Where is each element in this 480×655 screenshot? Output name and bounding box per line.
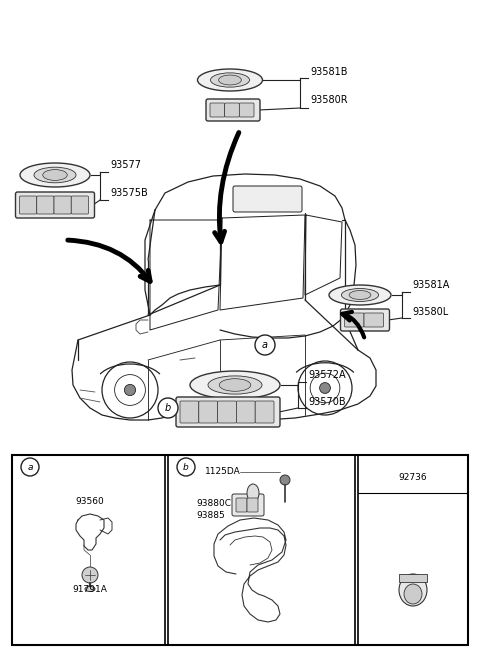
Bar (12, 455, 165, 645)
Text: 93575B: 93575B (110, 188, 148, 198)
Text: 93570B: 93570B (308, 397, 346, 407)
Ellipse shape (20, 163, 90, 187)
FancyBboxPatch shape (247, 498, 258, 512)
Ellipse shape (34, 167, 76, 183)
Ellipse shape (197, 69, 263, 91)
Text: 1125DA: 1125DA (205, 468, 241, 476)
Ellipse shape (219, 379, 251, 391)
FancyBboxPatch shape (15, 192, 95, 218)
FancyBboxPatch shape (232, 494, 264, 516)
Ellipse shape (43, 170, 67, 180)
Bar (168, 455, 355, 645)
Text: 93572A: 93572A (308, 370, 346, 380)
Ellipse shape (85, 586, 95, 591)
Ellipse shape (218, 75, 241, 85)
Text: 91791A: 91791A (72, 586, 108, 595)
Circle shape (255, 335, 275, 355)
FancyBboxPatch shape (199, 401, 217, 423)
Ellipse shape (404, 584, 422, 604)
FancyBboxPatch shape (345, 313, 364, 327)
FancyBboxPatch shape (210, 103, 225, 117)
Bar (358, 455, 468, 645)
FancyBboxPatch shape (240, 103, 254, 117)
Text: b: b (165, 403, 171, 413)
Circle shape (320, 383, 330, 394)
FancyBboxPatch shape (233, 186, 302, 212)
FancyBboxPatch shape (236, 498, 247, 512)
Circle shape (21, 458, 39, 476)
Text: 93581B: 93581B (310, 67, 348, 77)
FancyBboxPatch shape (54, 196, 71, 214)
Ellipse shape (211, 73, 250, 87)
FancyBboxPatch shape (206, 99, 260, 121)
Ellipse shape (349, 291, 371, 299)
FancyBboxPatch shape (225, 103, 240, 117)
FancyBboxPatch shape (255, 401, 274, 423)
Text: b: b (183, 462, 189, 472)
FancyBboxPatch shape (217, 401, 236, 423)
FancyBboxPatch shape (364, 313, 384, 327)
Text: a: a (262, 340, 268, 350)
Circle shape (280, 475, 290, 485)
Ellipse shape (208, 376, 262, 394)
Text: 93580R: 93580R (310, 95, 348, 105)
Ellipse shape (329, 285, 391, 305)
FancyBboxPatch shape (340, 309, 389, 331)
Text: a: a (27, 462, 33, 472)
Text: 93581A: 93581A (412, 280, 449, 290)
Circle shape (124, 384, 136, 396)
Text: 92736: 92736 (399, 472, 427, 481)
FancyBboxPatch shape (71, 196, 88, 214)
Ellipse shape (341, 288, 379, 301)
FancyBboxPatch shape (176, 397, 280, 427)
Ellipse shape (247, 484, 259, 502)
Bar (12, 455, 468, 645)
FancyBboxPatch shape (180, 401, 199, 423)
Text: 93577: 93577 (110, 160, 141, 170)
Text: 93580L: 93580L (412, 307, 448, 317)
Ellipse shape (399, 574, 427, 606)
Circle shape (82, 567, 98, 583)
FancyBboxPatch shape (236, 401, 255, 423)
Ellipse shape (190, 371, 280, 399)
Circle shape (158, 398, 178, 418)
Text: 93885: 93885 (196, 510, 225, 519)
FancyBboxPatch shape (20, 196, 37, 214)
Text: 93560: 93560 (76, 498, 104, 506)
Bar (399, 574, 427, 582)
Circle shape (177, 458, 195, 476)
FancyBboxPatch shape (37, 196, 54, 214)
Text: 93880C: 93880C (196, 498, 231, 508)
